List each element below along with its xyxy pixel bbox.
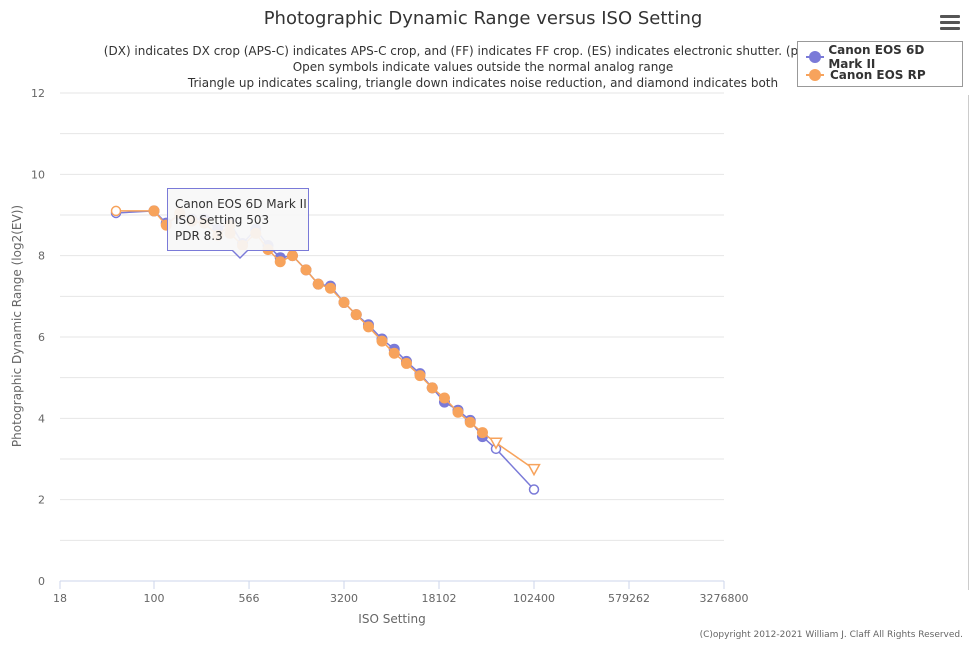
- x-tick-label: 102400: [513, 592, 555, 605]
- subtitle-line-1: (DX) indicates DX crop (APS-C) indicates…: [103, 44, 863, 58]
- y-tick-label: 12: [31, 87, 45, 100]
- y-tick-label: 6: [38, 331, 45, 344]
- data-point: [388, 347, 400, 359]
- data-tooltip: Canon EOS 6D Mark II ISO Setting 503 PDR…: [167, 188, 309, 259]
- y-tick-label: 10: [31, 168, 45, 181]
- x-tick-label: 3200: [330, 592, 358, 605]
- x-tick-label: 579262: [608, 592, 650, 605]
- x-tick-label: 100: [144, 592, 165, 605]
- y-axis-label: Photographic Dynamic Range (log2(EV)): [10, 205, 24, 447]
- tooltip-series-name: Canon EOS 6D Mark II: [175, 197, 307, 211]
- grid-lines: [60, 92, 724, 582]
- data-point: [476, 427, 488, 439]
- y-tick-label: 2: [38, 494, 45, 507]
- x-tick-label: 18: [53, 592, 67, 605]
- copyright-footer: (C)opyright 2012-2021 William J. Claff A…: [699, 630, 963, 640]
- data-point: [338, 296, 350, 308]
- legend-marker-6d-mark-ii: [806, 51, 824, 63]
- data-point: [376, 335, 388, 347]
- chart-legend: Canon EOS 6D Mark II Canon EOS RP: [797, 41, 963, 87]
- tooltip-x-value: ISO Setting 503: [175, 213, 270, 227]
- data-point: [438, 392, 450, 404]
- scroll-track[interactable]: [968, 95, 975, 590]
- hamburger-icon[interactable]: [940, 15, 960, 31]
- data-point: [400, 357, 412, 369]
- data-point: [489, 437, 503, 450]
- data-point: [312, 278, 324, 290]
- data-point: [274, 256, 286, 268]
- legend-label-6d-mark-ii: Canon EOS 6D Mark II: [828, 43, 925, 71]
- data-point: [464, 416, 476, 428]
- y-tick-label: 4: [38, 412, 45, 425]
- chart-subtitle: (DX) indicates DX crop (APS-C) indicates…: [0, 43, 966, 91]
- data-point: [362, 321, 374, 333]
- x-tick-label: 566: [239, 592, 260, 605]
- y-tick-label: 8: [38, 250, 45, 263]
- axes: 0 2 4 6 8 10 12 18 100 566 3200 18102 102400 579262 32…: [31, 87, 749, 605]
- data-point: [286, 250, 298, 262]
- legend-item-eos-rp[interactable]: Canon EOS RP: [806, 66, 926, 84]
- y-tick-label: 0: [38, 575, 45, 588]
- legend-label-eos-rp: Canon EOS RP: [830, 68, 926, 82]
- data-point: [414, 370, 426, 382]
- legend-marker-eos-rp: [806, 69, 824, 81]
- data-point: [528, 484, 540, 495]
- subtitle-line-2: Open symbols indicate values outside the…: [292, 60, 674, 74]
- data-point: [148, 205, 160, 217]
- x-tick-label: 3276800: [700, 592, 749, 605]
- data-point: [324, 282, 336, 294]
- subtitle-line-3: Triangle up indicates scaling, triangle …: [187, 76, 779, 90]
- chart-title: Photographic Dynamic Range versus ISO Se…: [263, 8, 703, 29]
- x-axis-label: ISO Setting: [358, 612, 425, 626]
- data-point: [452, 406, 464, 418]
- series-line: [115, 210, 535, 491]
- data-point: [110, 205, 122, 217]
- data-point: [527, 463, 541, 477]
- data-point: [300, 264, 312, 276]
- data-point: [350, 309, 362, 321]
- data-point: [426, 382, 438, 394]
- x-tick-label: 18102: [422, 592, 457, 605]
- legend-item-6d-mark-ii[interactable]: Canon EOS 6D Mark II: [806, 43, 962, 71]
- tooltip-y-value: PDR 8.3: [175, 229, 223, 243]
